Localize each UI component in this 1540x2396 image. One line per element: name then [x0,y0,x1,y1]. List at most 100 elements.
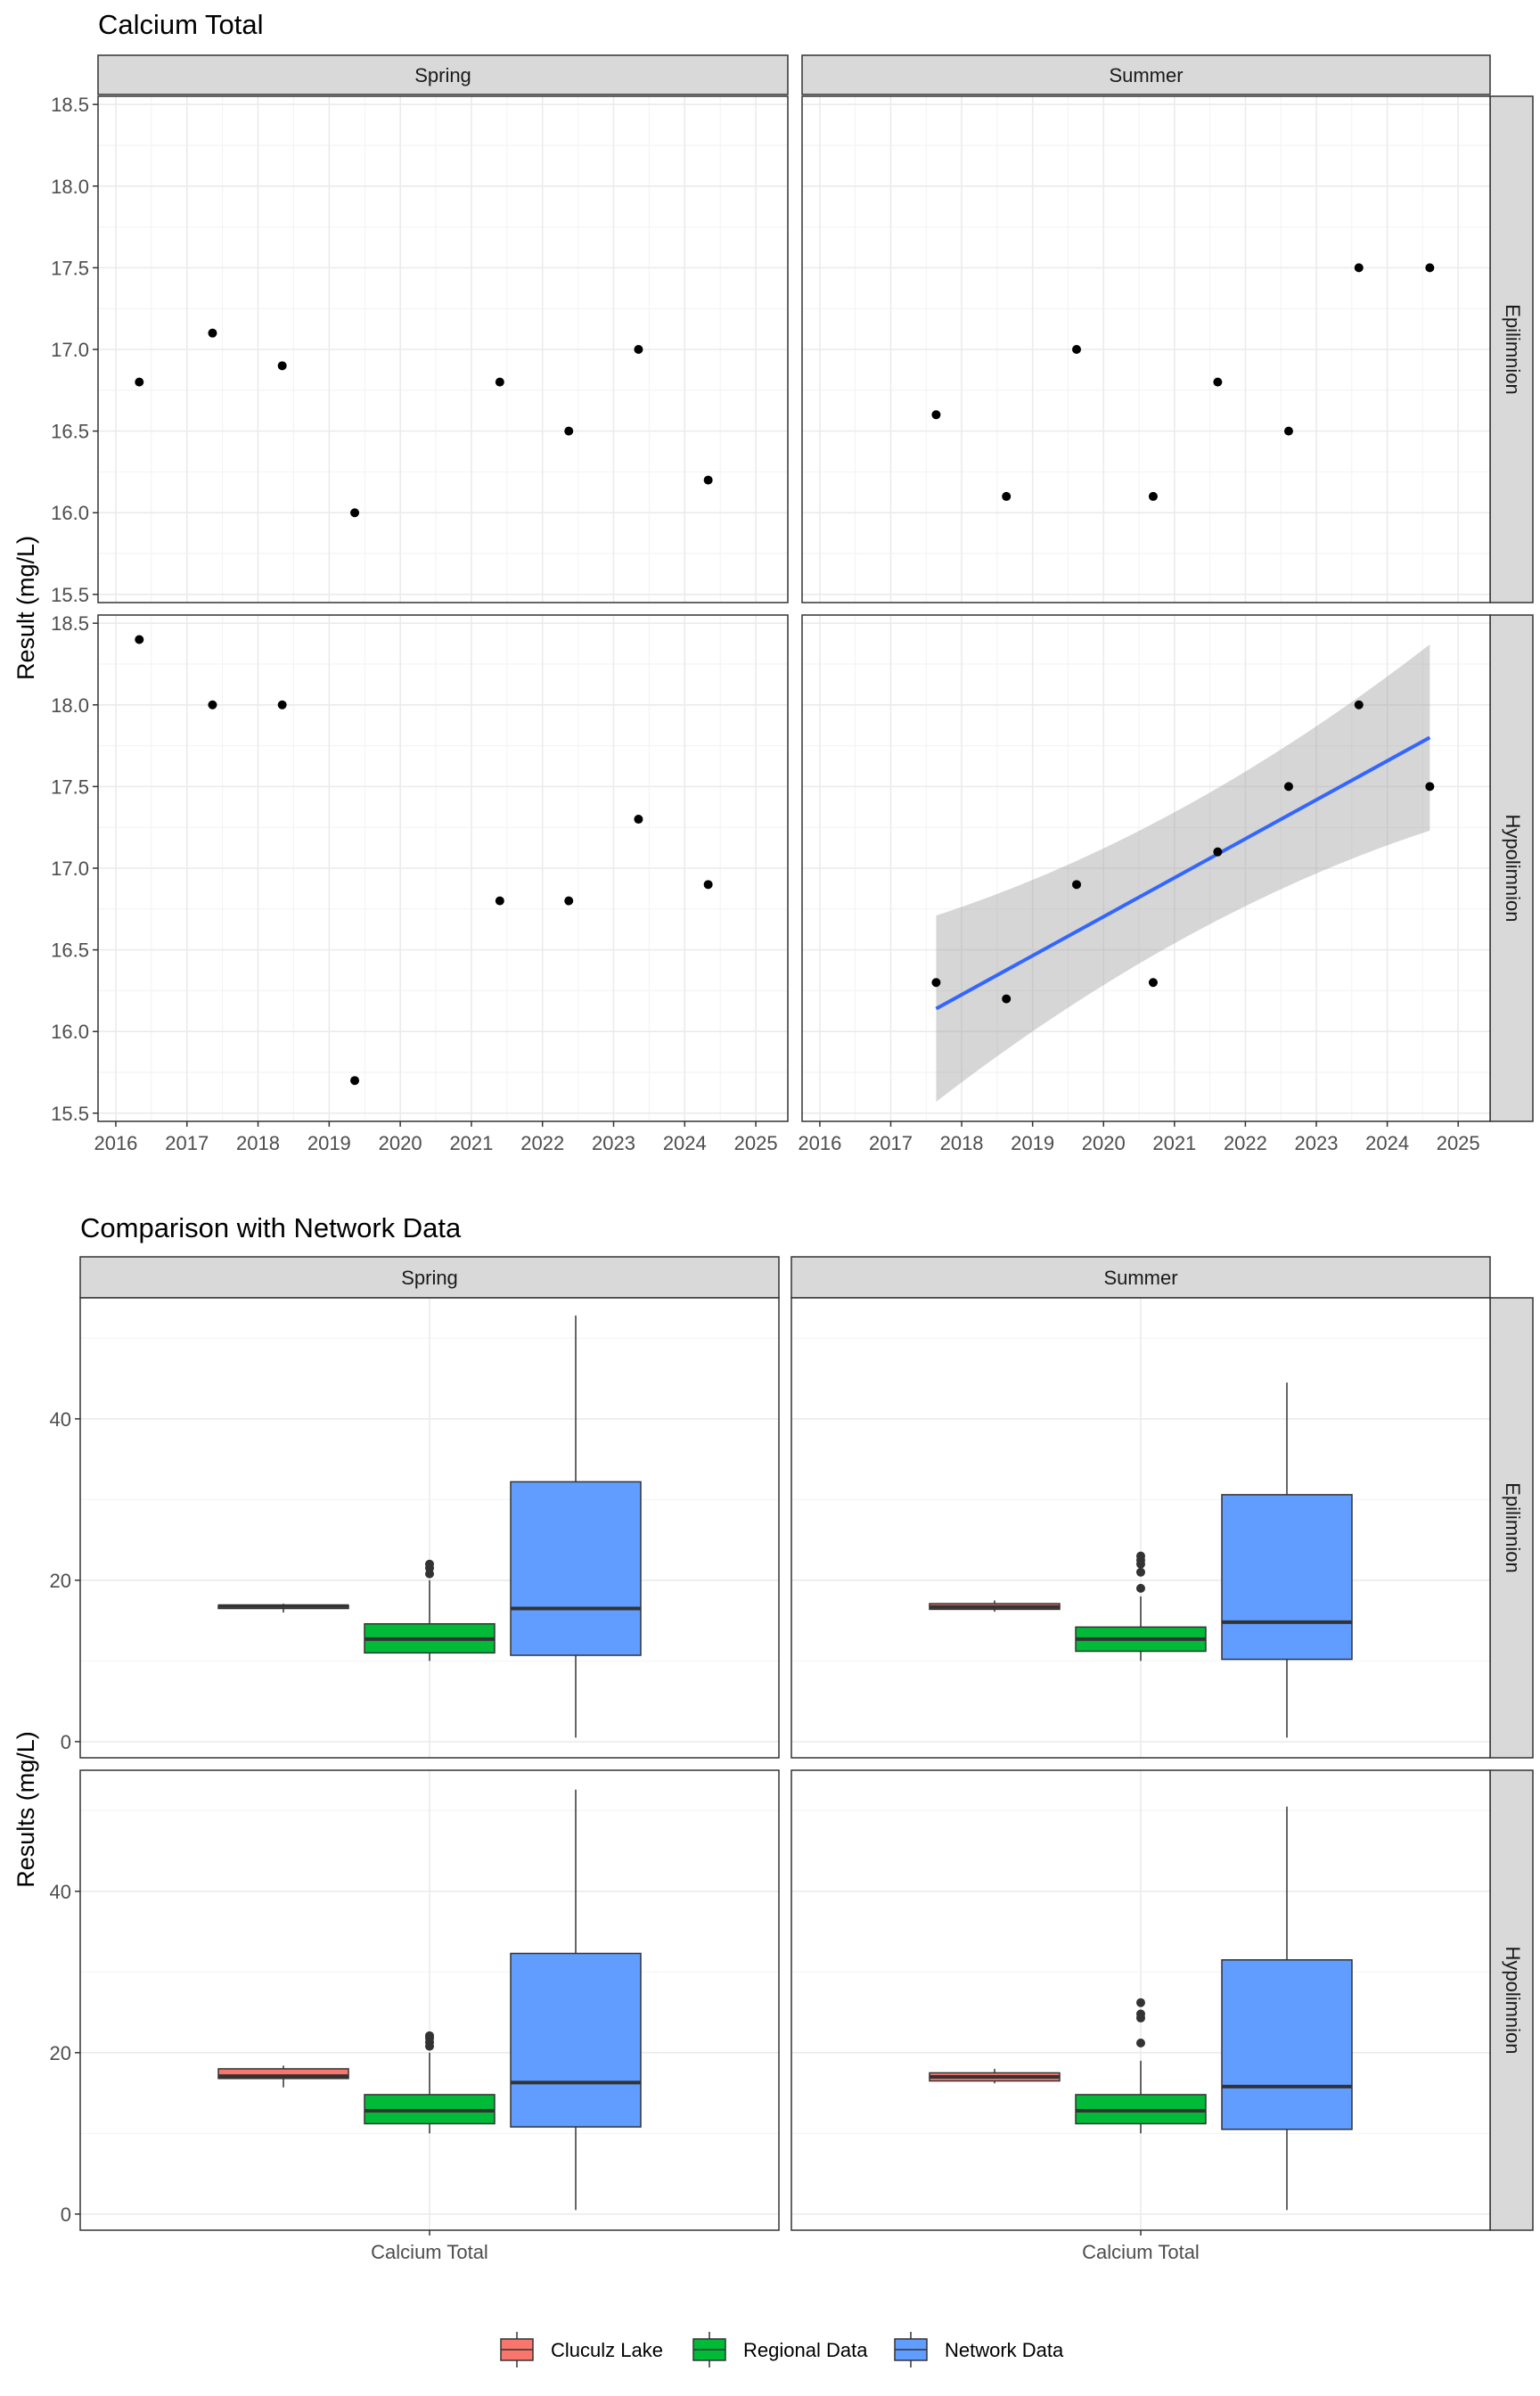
x-tick-label: 2020 [379,1132,422,1154]
x-tick-label: 2016 [798,1132,841,1154]
legend-label: Network Data [945,2339,1064,2361]
data-point [931,410,941,420]
data-point [1072,345,1082,354]
legend-item-regional-data: Regional Data [692,2332,868,2367]
box-regional-data [1075,1998,1207,2134]
y-tick-label: 15.5 [51,1103,89,1125]
data-point [350,508,360,518]
panel-summer-epilimnion [790,1297,1491,1759]
strip-label: Epilimnion [1502,1482,1524,1573]
legend: Cluculz Lake Regional Data Network Data [500,2332,1064,2367]
data-point [1072,880,1082,890]
data-point [350,1076,360,1086]
data-point [1002,491,1012,501]
strip-summer [790,1256,1491,1299]
x-tick-label: 2020 [1082,1132,1126,1154]
x-tick-label: 2018 [940,1132,984,1154]
strip-label: Epilimnion [1502,304,1524,395]
box-regional-data [1075,1551,1207,1662]
x-tick-label: 2023 [1295,1132,1339,1154]
x-tick-label: Calcium Total [1082,2241,1200,2263]
x-tick-label: 2022 [1224,1132,1267,1154]
outlier-point [425,1559,434,1569]
x-tick-label: 2019 [1011,1132,1054,1154]
box-cluculz-lake [929,2068,1061,2084]
data-point [208,700,217,710]
data-point [1213,377,1223,387]
x-tick-label: Calcium Total [371,2241,488,2263]
data-point [135,377,144,387]
y-tick-label: 16.0 [51,502,89,524]
x-tick-label: 2017 [869,1132,913,1154]
outlier-point [1136,1551,1145,1561]
box-cluculz-lake [217,2065,349,2088]
trend-line [935,735,1431,1011]
y-tick-label: 0 [61,2203,71,2226]
panel-border [801,95,1491,603]
x-tick-label: 2023 [592,1132,635,1154]
data-point [564,426,574,436]
data-point [634,815,643,825]
box-cluculz-lake [217,1604,349,1613]
data-point [703,475,713,485]
strip-label: Hypolimnion [1502,814,1524,922]
data-point [634,345,643,354]
strip-label: Summer [1109,64,1183,86]
x-tick-label: 2016 [94,1132,137,1154]
x-tick-label: 2022 [520,1132,564,1154]
strip-spring [79,1256,780,1299]
data-point [1425,782,1435,792]
box-body [510,1952,642,2128]
strip-label: Summer [1103,1267,1177,1289]
legend-item-network-data: Network Data [894,2332,1064,2367]
data-point [277,361,287,371]
strip-label: Hypolimnion [1502,1946,1524,2054]
box-network-data [1221,1383,1353,1738]
box-regional-data [364,1559,496,1662]
data-point [1283,426,1293,436]
data-point [495,377,504,387]
x-tick-label: 2021 [449,1132,493,1154]
x-tick-label: 2024 [663,1132,707,1154]
strip-spring [97,54,789,95]
panel-border [79,1297,780,1759]
data-point [1213,847,1223,857]
panel-border [790,1297,1491,1759]
outlier-point [1136,2009,1145,2019]
y-tick-label: 0 [61,1731,71,1753]
data-point [135,635,144,644]
box-body [1221,1494,1353,1661]
scatter-facet-grid: Spring Summer Epilimnion Hypolimnion 15.5 16.… [51,54,1534,1154]
y-tick-label: 18.5 [51,94,89,116]
panel-summer-hypolimnion: 2016 2017 2018 2019 2020 2021 2022 2023 2024 2025 [798,614,1491,1154]
data-point [277,700,287,710]
y-tick-label: 20 [50,1570,71,1592]
box-network-data [510,1315,642,1738]
y-tick-label: 18.5 [51,612,89,635]
scatter-y-axis-title: Result (mg/L) [12,536,39,680]
box-cluculz-lake [929,1600,1061,1612]
data-point [931,978,941,988]
panel-spring-epilimnion: 15.5 16.0 16.5 17.0 17.5 18.0 18.5 [51,94,789,606]
legend-item-cluculz-lake: Cluculz Lake [500,2332,663,2367]
y-tick-label: 17.5 [51,775,89,798]
box-body [217,2068,349,2080]
outlier-point [1136,1583,1145,1593]
y-tick-label: 15.5 [51,584,89,606]
box-body [1221,1958,1353,2130]
panel-spring-epilimnion: 0 20 40 [50,1297,780,1759]
panel-border [801,614,1491,1122]
y-tick-label: 18.0 [51,694,89,717]
data-point [1148,978,1158,988]
y-tick-label: 20 [50,2042,71,2064]
scatter-chart-title: Calcium Total [98,9,264,40]
data-point [208,328,217,338]
y-tick-label: 17.5 [51,257,89,279]
box-facet-grid: Spring Summer Epilimnion Hypolimnion 0 20 40 0 2… [50,1256,1534,2263]
strip-epilimnion [1489,95,1534,603]
data-point [1002,994,1012,1004]
y-tick-label: 18.0 [51,176,89,198]
data-point [1283,782,1293,792]
panel-spring-hypolimnion: 15.5 16.0 16.5 17.0 17.5 18.0 18.5 2016 2017 2018… [51,612,789,1154]
